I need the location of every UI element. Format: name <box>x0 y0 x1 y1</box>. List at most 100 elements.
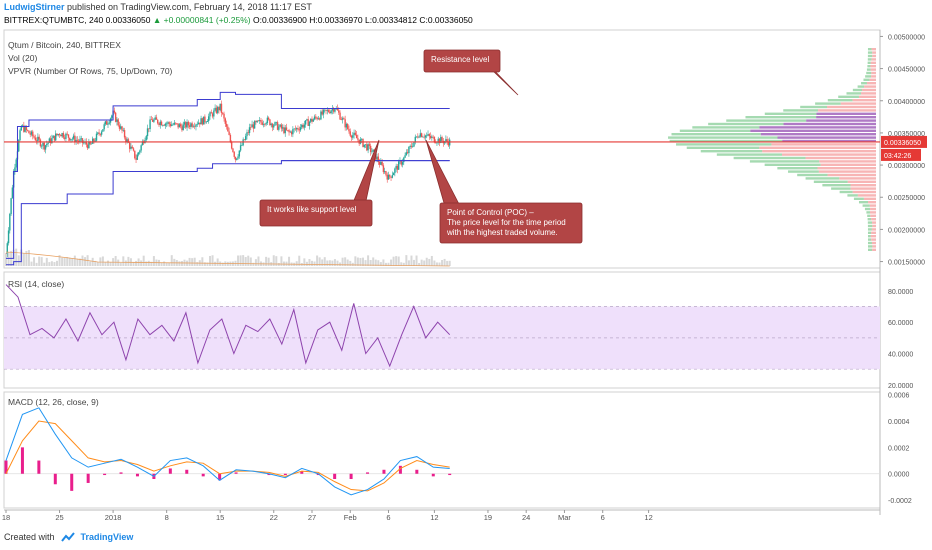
candle-body <box>372 149 374 152</box>
candle-body <box>57 134 59 136</box>
volume-bar <box>288 256 291 266</box>
vpvr-bar-up <box>867 248 873 251</box>
price-tick-label: 0.00500000 <box>888 34 925 41</box>
candle-body <box>21 125 24 127</box>
countdown-tag <box>881 148 921 161</box>
vpvr-bar-down <box>852 99 876 102</box>
candle-body <box>137 152 140 155</box>
volume-bar <box>402 262 405 266</box>
candle-body <box>252 124 255 129</box>
candle-body <box>232 148 234 153</box>
author-link[interactable]: LudwigStirner <box>4 2 65 12</box>
vpvr-bar-down <box>783 122 876 126</box>
candle-body <box>75 139 77 143</box>
candle-body <box>89 141 91 145</box>
countdown-tag-label: 03:42:26 <box>884 153 911 160</box>
candle-body <box>348 128 350 132</box>
vpvr-bar-up <box>862 204 870 207</box>
candle-body <box>15 159 17 168</box>
candle-body <box>167 122 169 124</box>
candle-body <box>347 123 349 129</box>
candle-body <box>55 133 57 141</box>
candle-body <box>392 173 395 176</box>
candle-body <box>56 133 58 136</box>
candle-body <box>100 131 103 135</box>
candle-body <box>275 122 277 123</box>
candle-body <box>155 117 158 120</box>
candle-body <box>245 136 247 141</box>
candle-body <box>181 126 183 131</box>
candle-body <box>223 113 225 119</box>
candle-body <box>260 120 262 123</box>
candle-body <box>405 152 408 156</box>
candle-body <box>39 139 42 147</box>
candle-body <box>214 107 216 111</box>
candle-body <box>363 144 365 147</box>
candle-body <box>188 125 191 127</box>
candle-body <box>134 150 136 159</box>
vpvr-bar-up <box>853 197 864 200</box>
candle-body <box>19 130 21 141</box>
vpvr-profile <box>668 48 876 251</box>
last-price: 0.00336050 <box>105 15 151 25</box>
vpvr-bar-up <box>777 167 818 170</box>
macd-axis-label: 0.0006 <box>888 393 910 400</box>
volume-bar <box>423 260 426 266</box>
volume-bar <box>252 262 255 266</box>
candle-body <box>121 126 123 131</box>
candle-body <box>145 136 147 140</box>
tradingview-brand[interactable]: TradingView <box>80 532 134 542</box>
volume-bar <box>428 258 431 266</box>
volume-bar <box>425 257 428 266</box>
last-price-tag-label: 0.00336050 <box>884 140 921 147</box>
candle-body <box>30 131 33 135</box>
volume-bar <box>27 250 30 266</box>
vpvr-bar-up <box>852 88 863 92</box>
candle-body <box>218 107 220 111</box>
volume-bar <box>216 258 219 266</box>
macd-histogram-bar <box>398 465 402 474</box>
resistance-callout-box <box>423 49 501 73</box>
candle-body <box>194 126 196 128</box>
volume-bar <box>53 262 56 266</box>
volume-bar <box>173 258 176 266</box>
macd-histogram-bar <box>415 469 419 474</box>
volume-bar <box>163 261 166 266</box>
macd-histogram-bar <box>168 468 172 474</box>
volume-bar <box>124 260 127 266</box>
candle-body <box>85 141 88 145</box>
vpvr-bar-up <box>864 207 871 211</box>
main-pane-title: Qtum / Bitcoin, 240, BITTREX <box>8 40 121 50</box>
time-tick-label: 25 <box>55 513 63 522</box>
candle-body <box>224 118 226 124</box>
candle-body <box>426 135 428 137</box>
vpvr-bar-down <box>870 214 876 217</box>
volume-bar <box>145 261 148 266</box>
candle-body <box>440 137 442 144</box>
candle-body <box>273 125 275 128</box>
candle-body <box>103 124 105 130</box>
macd-histogram-bar <box>37 460 41 474</box>
vpvr-bar-down <box>861 92 876 95</box>
candle-body <box>265 122 267 125</box>
candle-body <box>37 136 39 142</box>
macd-histogram-bar <box>431 473 435 477</box>
candle-body <box>185 122 187 128</box>
candle-body <box>197 122 200 125</box>
time-tick-label: 18 <box>2 513 10 522</box>
candle-body <box>77 140 80 142</box>
candle-body <box>389 174 391 177</box>
vpvr-bar-down <box>871 218 876 221</box>
candle-body <box>378 161 381 165</box>
macd-histogram-bar <box>4 460 8 474</box>
support-callout-pointer <box>349 139 380 211</box>
candle-body <box>47 142 49 144</box>
macd-histogram-bar <box>20 447 24 474</box>
macd-histogram-bar <box>70 473 74 491</box>
price-tick-label: 0.00400000 <box>888 99 925 106</box>
candle-body <box>410 145 413 147</box>
volume-bar <box>107 260 109 266</box>
candle-body <box>376 156 378 160</box>
macd-histogram-bar <box>86 473 90 483</box>
